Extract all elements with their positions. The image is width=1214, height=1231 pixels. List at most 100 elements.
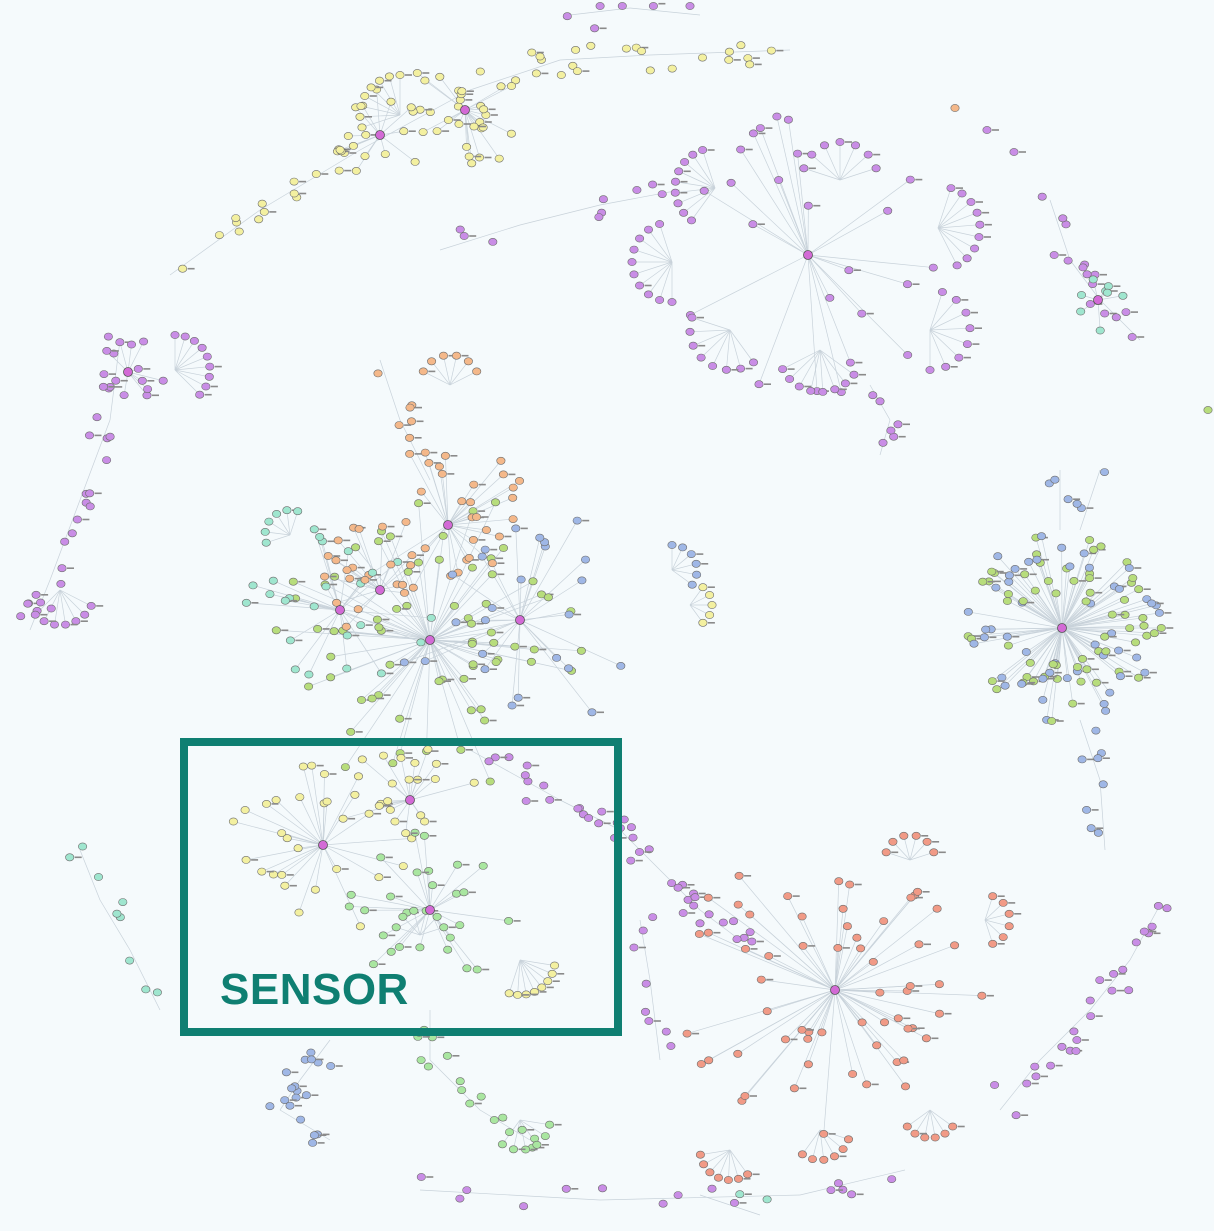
graph-edge xyxy=(1061,627,1120,672)
graph-edge xyxy=(633,261,673,275)
graph-node xyxy=(1004,571,1014,580)
graph-node xyxy=(655,220,665,228)
graph-node xyxy=(965,324,975,333)
graph-node xyxy=(868,958,878,966)
node-tick xyxy=(554,799,562,801)
graph-node xyxy=(1046,1061,1056,1070)
graph-edge xyxy=(907,1109,931,1127)
node-tick xyxy=(518,1148,526,1151)
graph-node xyxy=(277,829,287,837)
hub-node xyxy=(443,520,453,530)
graph-node xyxy=(1021,648,1031,656)
node-tick xyxy=(989,636,997,639)
graph-node xyxy=(308,1139,318,1147)
graph-node xyxy=(697,53,707,62)
graph-edge xyxy=(1028,561,1063,629)
graph-edge xyxy=(383,909,431,936)
graph-node xyxy=(626,856,636,865)
node-tick xyxy=(915,985,923,987)
graph-node xyxy=(1139,621,1149,630)
graph-edge xyxy=(802,945,836,991)
node-tick xyxy=(1156,602,1164,605)
node-tick xyxy=(922,891,930,893)
node-tick xyxy=(999,572,1007,574)
node-tick xyxy=(527,1129,535,1131)
graph-node xyxy=(1091,726,1101,735)
graph-node xyxy=(616,662,626,670)
graph-edge xyxy=(429,639,482,710)
graph-node xyxy=(893,420,903,429)
graph-node xyxy=(922,837,932,846)
graph-node xyxy=(395,714,405,723)
graph-node xyxy=(1203,406,1213,414)
node-tick xyxy=(1028,681,1036,684)
node-tick xyxy=(531,993,539,996)
graph-edge xyxy=(1061,580,1075,629)
graph-edge xyxy=(449,371,477,386)
node-tick xyxy=(383,694,391,696)
graph-node xyxy=(426,614,436,622)
graph-node xyxy=(1004,922,1014,931)
node-tick xyxy=(291,1071,299,1074)
node-tick xyxy=(422,778,430,781)
node-tick xyxy=(599,27,607,30)
graph-node xyxy=(987,677,997,685)
graph-node xyxy=(442,1051,452,1060)
graph-node xyxy=(112,909,122,918)
graph-edge xyxy=(429,639,465,679)
graph-node xyxy=(978,577,988,586)
graph-node xyxy=(257,199,267,208)
node-tick xyxy=(776,49,784,52)
node-tick xyxy=(471,559,479,561)
graph-node xyxy=(708,362,718,370)
node-tick xyxy=(204,393,212,396)
graph-node xyxy=(1154,609,1164,617)
graph-edge xyxy=(378,626,431,641)
node-tick xyxy=(639,946,646,949)
hub-node xyxy=(830,985,840,995)
node-tick xyxy=(1020,568,1028,570)
graph-node xyxy=(736,364,746,373)
graph-node xyxy=(704,1056,714,1065)
graph-node xyxy=(355,112,365,121)
graph-node xyxy=(1125,624,1135,632)
graph-node xyxy=(875,397,885,406)
graph-edge xyxy=(429,639,462,750)
graph-edge xyxy=(399,419,431,481)
graph-edge xyxy=(737,989,836,1055)
graph-node xyxy=(845,358,855,367)
graph-edge xyxy=(1097,299,1101,331)
graph-node xyxy=(1128,574,1138,582)
graph-node xyxy=(721,365,731,374)
graph-node xyxy=(319,770,329,778)
graph-node xyxy=(1156,624,1166,632)
graph-node xyxy=(743,1170,753,1179)
graph-node xyxy=(1142,631,1152,640)
graph-edge xyxy=(752,223,809,256)
node-tick xyxy=(1104,979,1112,981)
graph-node xyxy=(346,728,356,736)
graph-node xyxy=(1032,555,1042,564)
graph-edge xyxy=(413,910,421,936)
graph-node xyxy=(333,536,343,545)
node-tick xyxy=(108,386,116,388)
graph-node xyxy=(57,564,67,573)
graph-edge xyxy=(511,619,521,706)
node-tick xyxy=(422,1036,430,1038)
graph-node xyxy=(282,834,292,843)
graph-node xyxy=(628,833,638,842)
node-tick xyxy=(496,631,504,634)
graph-node xyxy=(1045,668,1055,677)
graph-node xyxy=(507,701,517,710)
graph-edge xyxy=(406,605,431,641)
graph-edge xyxy=(1004,627,1063,686)
node-tick xyxy=(842,947,850,949)
graph-node xyxy=(748,129,758,138)
graph-node xyxy=(118,898,128,906)
graph-node xyxy=(819,141,829,150)
graph-node xyxy=(998,933,1008,941)
graph-node xyxy=(667,64,677,73)
graph-node xyxy=(404,775,414,784)
graph-node xyxy=(462,142,472,151)
graph-node xyxy=(341,622,351,631)
